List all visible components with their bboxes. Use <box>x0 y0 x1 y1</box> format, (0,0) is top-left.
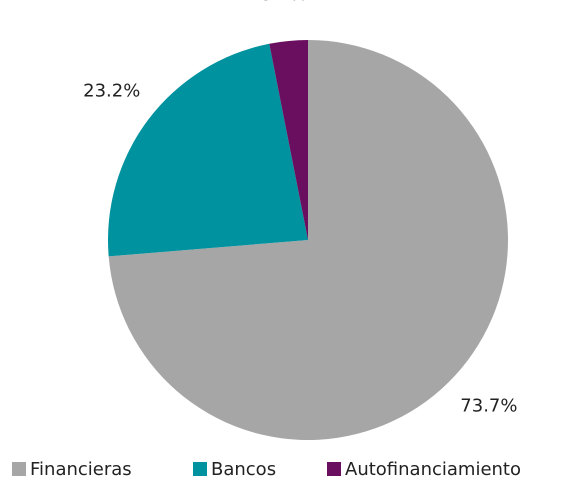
legend-marker <box>12 462 26 476</box>
pie-slice <box>108 40 509 440</box>
data-label: 23.2% <box>83 81 140 102</box>
legend-label: Financieras <box>30 459 132 480</box>
legend-marker <box>327 462 341 476</box>
legend-label: Autofinanciamiento <box>345 459 521 480</box>
legend-marker <box>193 462 207 476</box>
data-label: 3.1% <box>261 0 307 5</box>
pie-slice <box>269 40 308 240</box>
pie-slice <box>107 43 308 257</box>
data-label: 73.7% <box>460 396 517 417</box>
legend-label: Bancos <box>211 459 276 480</box>
